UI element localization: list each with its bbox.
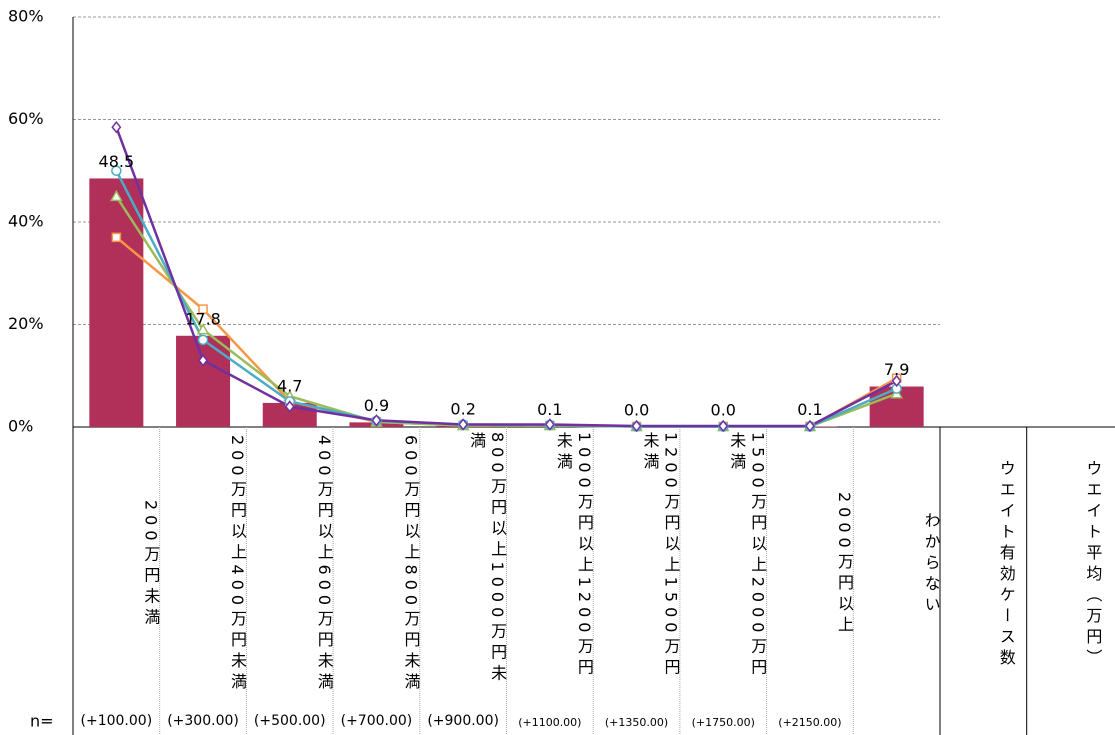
marker — [371, 414, 382, 427]
marker — [891, 374, 902, 388]
n-value: (+1350.00) — [604, 716, 669, 729]
data-label: 0.9 — [364, 396, 389, 415]
bar — [89, 178, 144, 427]
x-tick-label: 400万円以上600万円未満 — [314, 434, 334, 695]
marker — [111, 232, 122, 243]
series-line — [115, 195, 898, 428]
y-tick-label: 20% — [8, 314, 44, 333]
x-tick-label: 200万円以上400万円未満 — [228, 434, 248, 695]
marker — [111, 165, 122, 176]
column-header: ウエイト有効ケース数 — [996, 459, 1016, 670]
data-label: 17.8 — [185, 309, 221, 328]
marker — [458, 418, 469, 431]
data-label: 0.1 — [797, 400, 822, 419]
x-tick-label: 1000万円以上1200万円未満 — [553, 432, 594, 680]
series-line — [115, 126, 898, 428]
series-line — [115, 170, 898, 428]
series-line — [115, 236, 898, 428]
n-value: (+100.00) — [80, 713, 153, 729]
x-tick-label: 200万円未満 — [141, 499, 161, 630]
x-tick-label: 800万円以上1000万円未満 — [467, 432, 508, 686]
column-header: ウエイト平均（万円） — [1083, 459, 1103, 670]
y-tick-label: 0% — [8, 417, 33, 436]
n-value: (+2150.00) — [778, 716, 842, 729]
n-value: (+900.00) — [427, 713, 499, 729]
data-label: 7.9 — [884, 360, 909, 379]
x-tick-label: 1500万円以上2000万円未満 — [727, 432, 768, 680]
marker — [718, 419, 729, 433]
n-value: (+500.00) — [253, 713, 326, 729]
n-value: (+1750.00) — [691, 716, 755, 729]
x-tick-label: わからない — [921, 512, 941, 617]
marker — [631, 419, 642, 433]
x-tick-label: 1200万円以上1500万円未満 — [640, 432, 681, 680]
n-value: (+700.00) — [340, 713, 413, 729]
marker — [111, 120, 122, 134]
n-value: (+1100.00) — [518, 716, 582, 729]
y-tick-label: 60% — [8, 109, 44, 128]
bar — [176, 335, 231, 427]
x-tick-label: 600万円以上800万円未満 — [401, 434, 421, 695]
marker — [198, 304, 208, 314]
marker — [198, 354, 209, 367]
data-label: 48.5 — [99, 152, 135, 171]
n-label: n= — [30, 712, 54, 731]
x-tick-label: 2000万円以上 — [834, 492, 854, 637]
marker — [284, 400, 295, 413]
marker — [196, 323, 210, 335]
n-value: (+300.00) — [167, 713, 239, 729]
y-tick-label: 80% — [8, 7, 44, 26]
data-label: 0.1 — [537, 400, 562, 419]
data-label: 0.0 — [711, 401, 736, 420]
data-label: 0.0 — [624, 401, 649, 420]
y-tick-label: 40% — [8, 212, 44, 231]
data-label: 4.7 — [277, 376, 302, 395]
marker — [110, 189, 123, 202]
marker — [544, 418, 555, 431]
data-label: 0.2 — [450, 399, 475, 418]
marker — [804, 419, 815, 433]
marker — [197, 334, 209, 346]
